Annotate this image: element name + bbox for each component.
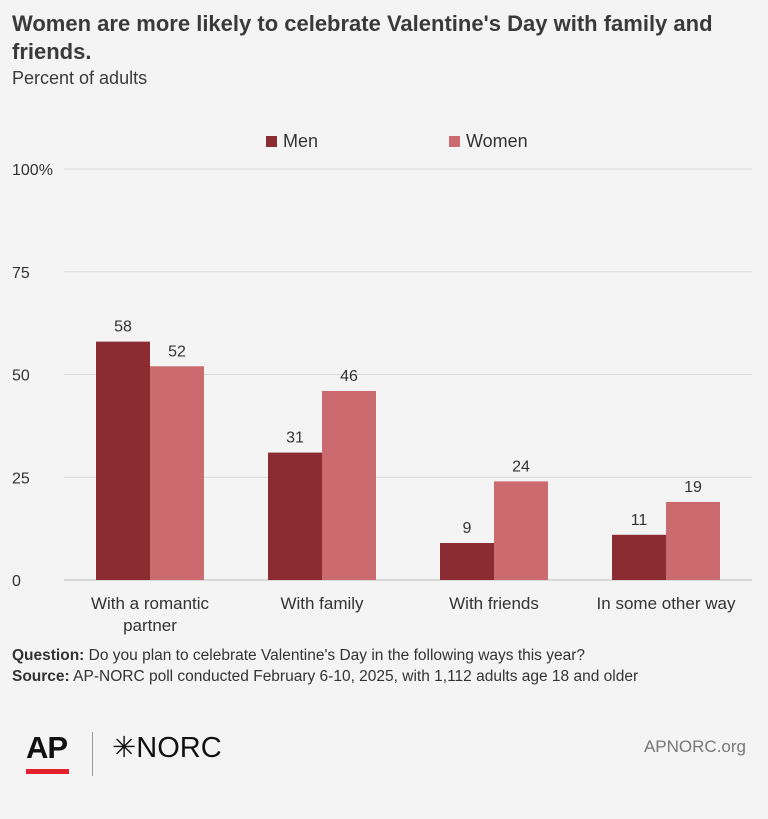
ap-logo: AP — [26, 730, 68, 765]
question-text: Do you plan to celebrate Valentine's Day… — [84, 647, 586, 664]
chart-title: Women are more likely to celebrate Valen… — [12, 11, 713, 64]
x-tick-label: In some other way — [597, 594, 736, 613]
bar-men — [612, 534, 666, 580]
x-tick-label: With a romantic — [91, 594, 210, 613]
chart-subtitle: Percent of adults — [12, 68, 148, 88]
data-label-men: 58 — [114, 319, 132, 336]
norc-logo: ✳NORC — [112, 732, 222, 764]
legend: Men Women — [0, 131, 768, 155]
bar-chart: 0 25 50 75 100% 58 52 With a romantic partner 31 4… — [12, 162, 752, 635]
legend-item-men: Men — [266, 131, 318, 152]
data-label-women: 52 — [168, 343, 186, 360]
footer-url: APNORC.org — [643, 737, 746, 756]
x-tick-label: partner — [123, 616, 177, 635]
source-line: Source: AP-NORC poll conducted February … — [12, 666, 757, 687]
data-label-men: 9 — [463, 520, 472, 537]
data-label-women: 19 — [684, 479, 702, 496]
data-label-men: 11 — [631, 512, 648, 529]
bar-women — [494, 481, 548, 580]
question-line: Question: Do you plan to celebrate Valen… — [12, 645, 757, 666]
bar-men — [440, 543, 494, 580]
source-label: Source: — [12, 668, 70, 685]
question-label: Question: — [12, 647, 85, 664]
bar-women — [666, 501, 720, 580]
y-tick-label: 75 — [12, 265, 30, 282]
bar-men — [96, 341, 150, 580]
data-label-men: 31 — [286, 430, 304, 447]
x-tick-label: With family — [280, 594, 364, 613]
bar-men — [268, 452, 322, 580]
bar-women — [322, 390, 376, 580]
data-label-women: 46 — [340, 368, 358, 385]
x-tick-label: With friends — [449, 594, 539, 613]
bar-women — [150, 366, 204, 580]
y-tick-label: 100% — [12, 162, 53, 179]
source-text: AP-NORC poll conducted February 6-10, 20… — [69, 668, 639, 685]
ap-logo-underline — [26, 769, 69, 774]
chart-notes: Question: Do you plan to celebrate Valen… — [12, 645, 757, 687]
y-tick-label: 0 — [12, 573, 21, 590]
footer-divider — [92, 732, 93, 776]
data-label-women: 24 — [512, 458, 530, 475]
legend-swatch-women — [449, 136, 460, 147]
legend-swatch-men — [266, 136, 277, 147]
y-tick-label: 50 — [12, 368, 30, 385]
legend-label-women: Women — [466, 131, 528, 151]
y-tick-label: 25 — [12, 470, 30, 487]
legend-label-men: Men — [283, 131, 319, 151]
legend-item-women: Women — [449, 131, 528, 152]
